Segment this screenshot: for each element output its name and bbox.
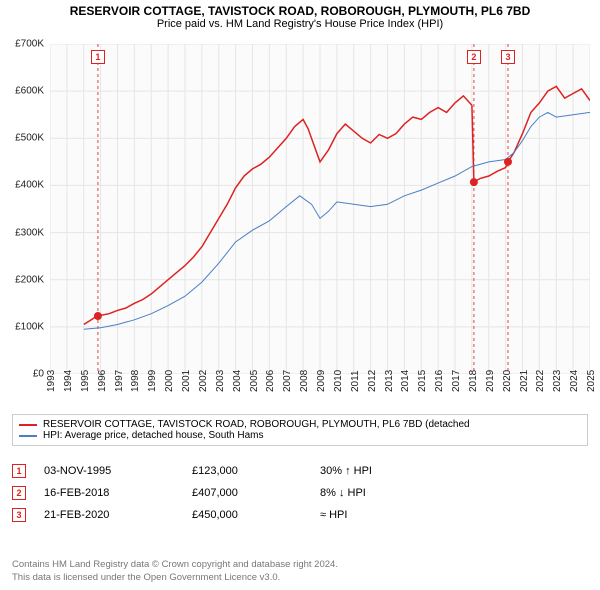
- event-hpi: 8% ↓ HPI: [320, 487, 440, 499]
- footer-line: This data is licensed under the Open Gov…: [12, 572, 588, 584]
- plot-area: 1 2 3: [50, 44, 590, 374]
- event-box-icon: 1: [91, 50, 105, 64]
- y-tick-label: £300K: [15, 227, 44, 238]
- x-tick-label: 2010: [333, 370, 344, 392]
- event-price: £407,000: [192, 487, 302, 499]
- event-badge: 3: [12, 508, 26, 522]
- event-price: £123,000: [192, 465, 302, 477]
- events-table: 1 03-NOV-1995 £123,000 30% ↑ HPI 2 16-FE…: [12, 460, 588, 526]
- x-tick-label: 1998: [130, 370, 141, 392]
- x-tick-label: 2022: [535, 370, 546, 392]
- x-tick-label: 1996: [97, 370, 108, 392]
- x-tick-label: 2011: [350, 370, 361, 392]
- y-tick-label: £100K: [15, 321, 44, 332]
- x-tick-label: 2013: [384, 370, 395, 392]
- legend-swatch-red: [19, 424, 37, 426]
- event-row: 3 21-FEB-2020 £450,000 ≈ HPI: [12, 504, 588, 526]
- legend-label-blue: HPI: Average price, detached house, Sout…: [43, 430, 264, 441]
- x-tick-label: 2009: [316, 370, 327, 392]
- event-row: 2 16-FEB-2018 £407,000 8% ↓ HPI: [12, 482, 588, 504]
- event-date: 16-FEB-2018: [44, 487, 174, 499]
- plot-svg: [50, 44, 590, 374]
- chart-title: RESERVOIR COTTAGE, TAVISTOCK ROAD, ROBOR…: [0, 0, 600, 18]
- footer: Contains HM Land Registry data © Crown c…: [12, 559, 588, 584]
- event-hpi: 30% ↑ HPI: [320, 465, 440, 477]
- y-tick-label: £0: [33, 369, 44, 380]
- event-date: 03-NOV-1995: [44, 465, 174, 477]
- x-tick-label: 2003: [215, 370, 226, 392]
- y-tick-label: £700K: [15, 39, 44, 50]
- event-row: 1 03-NOV-1995 £123,000 30% ↑ HPI: [12, 460, 588, 482]
- legend: RESERVOIR COTTAGE, TAVISTOCK ROAD, ROBOR…: [12, 414, 588, 446]
- x-tick-label: 2007: [282, 370, 293, 392]
- y-axis: £0£100K£200K£300K£400K£500K£600K£700K: [0, 44, 46, 374]
- y-tick-label: £200K: [15, 274, 44, 285]
- event-badge: 2: [12, 486, 26, 500]
- y-tick-label: £400K: [15, 180, 44, 191]
- legend-row: HPI: Average price, detached house, Sout…: [19, 430, 581, 441]
- x-tick-label: 2016: [434, 370, 445, 392]
- x-tick-label: 2023: [552, 370, 563, 392]
- x-tick-label: 1999: [147, 370, 158, 392]
- x-tick-label: 2008: [299, 370, 310, 392]
- event-hpi: ≈ HPI: [320, 509, 440, 521]
- x-tick-label: 2015: [417, 370, 428, 392]
- x-tick-label: 2012: [367, 370, 378, 392]
- x-tick-label: 2018: [468, 370, 479, 392]
- chart-area: 123 £0£100K£200K£300K£400K£500K£600K£700…: [50, 44, 590, 404]
- x-tick-label: 2019: [485, 370, 496, 392]
- x-tick-label: 1997: [114, 370, 125, 392]
- x-tick-label: 2020: [502, 370, 513, 392]
- x-tick-label: 1994: [63, 370, 74, 392]
- legend-swatch-blue: [19, 435, 37, 437]
- x-tick-label: 2001: [181, 370, 192, 392]
- legend-row: RESERVOIR COTTAGE, TAVISTOCK ROAD, ROBOR…: [19, 419, 581, 430]
- y-tick-label: £500K: [15, 133, 44, 144]
- x-tick-label: 2024: [569, 370, 580, 392]
- x-tick-label: 2002: [198, 370, 209, 392]
- x-tick-label: 2014: [400, 370, 411, 392]
- event-badge: 1: [12, 464, 26, 478]
- y-tick-label: £600K: [15, 86, 44, 97]
- legend-label-red: RESERVOIR COTTAGE, TAVISTOCK ROAD, ROBOR…: [43, 419, 470, 430]
- x-tick-label: 2005: [249, 370, 260, 392]
- x-tick-label: 2004: [232, 370, 243, 392]
- x-tick-label: 2025: [586, 370, 597, 392]
- x-axis: 1993199419951996199719981999200020012002…: [50, 380, 590, 410]
- x-tick-label: 2017: [451, 370, 462, 392]
- x-tick-label: 2021: [519, 370, 530, 392]
- x-tick-label: 1995: [80, 370, 91, 392]
- x-tick-label: 1993: [46, 370, 57, 392]
- event-price: £450,000: [192, 509, 302, 521]
- event-box-icon: 3: [501, 50, 515, 64]
- footer-line: Contains HM Land Registry data © Crown c…: [12, 559, 588, 571]
- event-box-icon: 2: [467, 50, 481, 64]
- chart-subtitle: Price paid vs. HM Land Registry's House …: [0, 18, 600, 34]
- x-tick-label: 2000: [164, 370, 175, 392]
- x-tick-label: 2006: [265, 370, 276, 392]
- event-date: 21-FEB-2020: [44, 509, 174, 521]
